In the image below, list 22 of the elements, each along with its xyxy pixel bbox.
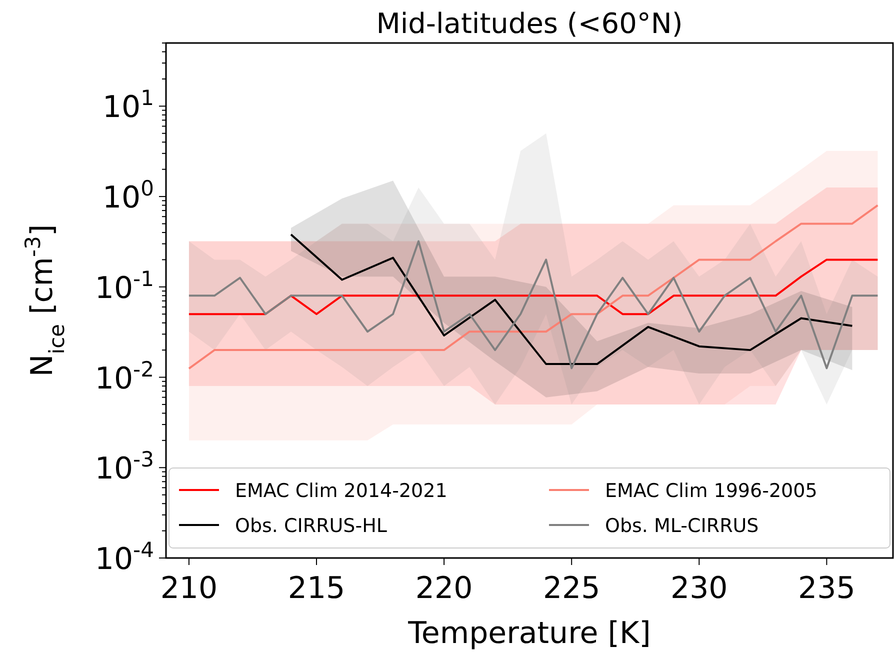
y-tick-label: 10$^{-2}$ bbox=[94, 357, 154, 396]
y-tick-label: 10$^{1}$ bbox=[102, 86, 154, 126]
line-series bbox=[188, 258, 879, 316]
line-series bbox=[290, 234, 854, 366]
y-tick-label: 10$^{-1}$ bbox=[94, 266, 154, 306]
legend-label: Obs. CIRRUS-HL bbox=[235, 515, 388, 537]
chart-title: Mid-latitudes (<60°N) bbox=[376, 7, 683, 40]
line-series bbox=[188, 204, 879, 370]
x-tick-label: 215 bbox=[288, 571, 346, 606]
legend-label: EMAC Clim 2014-2021 bbox=[235, 480, 448, 502]
x-axis-title: Temperature [K] bbox=[407, 616, 651, 651]
legend-label: Obs. ML-CIRRUS bbox=[605, 515, 759, 537]
y-tick-label: 10$^{-3}$ bbox=[94, 448, 154, 487]
legend-label: EMAC Clim 1996-2005 bbox=[605, 480, 818, 502]
y-tick-label: 10$^{-4}$ bbox=[94, 538, 154, 577]
x-tick-label: 225 bbox=[542, 571, 600, 606]
y-tick-label: 10$^{0}$ bbox=[102, 176, 154, 216]
line-series bbox=[188, 240, 879, 370]
x-tick-label: 235 bbox=[798, 571, 856, 606]
x-tick-label: 210 bbox=[160, 571, 218, 606]
x-tick-label: 230 bbox=[670, 571, 728, 606]
x-tick-label: 220 bbox=[415, 571, 473, 606]
